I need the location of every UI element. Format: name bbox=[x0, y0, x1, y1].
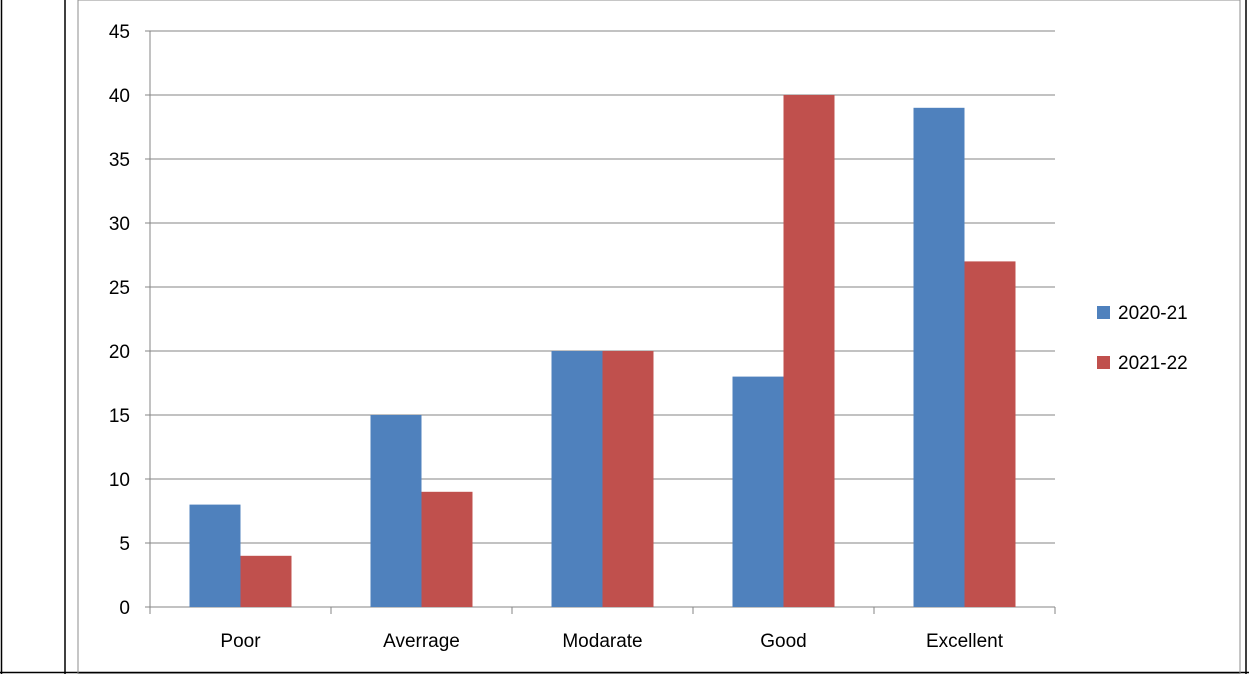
y-tick-label: 45 bbox=[109, 22, 130, 43]
bar-2020-21-Good bbox=[732, 376, 784, 607]
y-tick-label: 30 bbox=[109, 214, 130, 235]
legend-swatch-2020-21 bbox=[1097, 306, 1110, 319]
bar-2020-21-Modarate bbox=[551, 351, 603, 607]
x-tick-label: Modarate bbox=[562, 631, 642, 652]
x-tick-label: Poor bbox=[220, 631, 261, 652]
y-tick-label: 40 bbox=[109, 86, 130, 107]
y-tick-label: 5 bbox=[119, 534, 130, 555]
legend-label-2020-21: 2020-21 bbox=[1118, 303, 1188, 324]
y-tick-label: 15 bbox=[109, 406, 130, 427]
legend-swatch-2021-22 bbox=[1097, 356, 1110, 369]
bar-2020-21-Poor bbox=[189, 504, 241, 607]
bar-2021-22-Excellent bbox=[964, 261, 1016, 607]
y-tick-label: 25 bbox=[109, 278, 130, 299]
x-tick-label: Good bbox=[760, 631, 806, 652]
y-tick-label: 20 bbox=[109, 342, 130, 363]
y-tick-label: 35 bbox=[109, 150, 130, 171]
bar-2021-22-Poor bbox=[240, 555, 292, 607]
legend-label-2021-22: 2021-22 bbox=[1118, 353, 1188, 374]
x-tick-label: Averrage bbox=[383, 631, 460, 652]
bar-2020-21-Averrage bbox=[370, 415, 422, 607]
bar-2020-21-Excellent bbox=[913, 107, 965, 608]
y-tick-label: 10 bbox=[109, 470, 130, 491]
y-tick-label: 0 bbox=[119, 598, 130, 619]
x-tick-label: Excellent bbox=[926, 631, 1004, 652]
bar-2021-22-Modarate bbox=[602, 351, 654, 607]
bar-2021-22-Averrage bbox=[421, 491, 473, 607]
bar-2021-22-Good bbox=[783, 95, 835, 607]
chart-area-border bbox=[77, 0, 1241, 674]
